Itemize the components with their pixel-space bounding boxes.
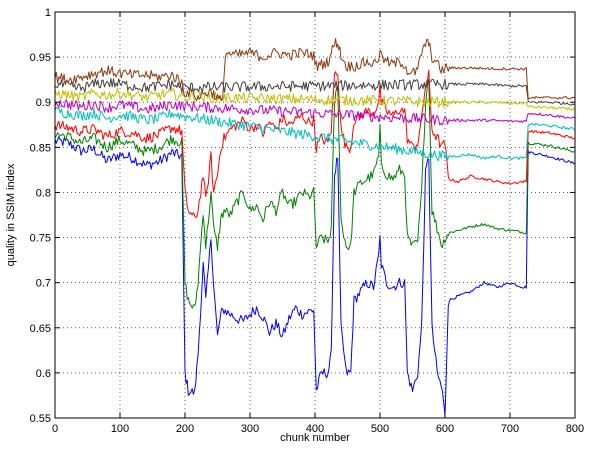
x-axis-label: chunk number — [280, 432, 350, 444]
y-tick-label: 0.75 — [30, 233, 51, 245]
grid-lines — [55, 12, 575, 418]
x-tick-label: 100 — [111, 423, 129, 435]
series-line — [54, 99, 576, 126]
y-tick-label: 0.6 — [36, 368, 51, 380]
axis-ticks — [54, 11, 576, 419]
y-tick-labels: 0.55 0.6 0.65 0.7 0.75 0.8 0.85 0.9 0.95 1 — [30, 7, 51, 425]
x-tick-label: 0 — [52, 423, 58, 435]
y-tick-label: 1 — [45, 7, 51, 19]
x-tick-labels: 0 100 200 300 400 500 600 700 800 — [52, 423, 584, 435]
y-tick-label: 0.8 — [36, 187, 51, 199]
series-layer — [54, 38, 576, 417]
x-tick-label: 300 — [241, 423, 259, 435]
series-line — [54, 38, 576, 101]
y-tick-label: 0.55 — [30, 413, 51, 425]
y-tick-label: 0.7 — [36, 278, 51, 290]
y-tick-label: 0.9 — [36, 97, 51, 109]
y-tick-label: 0.85 — [30, 142, 51, 154]
x-tick-label: 500 — [371, 423, 389, 435]
y-tick-label: 0.95 — [30, 52, 51, 64]
series-line — [54, 106, 576, 162]
x-tick-label: 400 — [306, 423, 324, 435]
x-tick-label: 700 — [501, 423, 519, 435]
series-line — [54, 69, 576, 218]
y-axis-label: quality in SSIM index — [5, 163, 17, 266]
y-tick-label: 0.65 — [30, 323, 51, 335]
series-line — [54, 79, 576, 309]
x-tick-label: 600 — [436, 423, 454, 435]
series-line — [54, 135, 576, 417]
x-tick-label: 800 — [566, 423, 584, 435]
x-tick-label: 200 — [176, 423, 194, 435]
series-line — [54, 78, 576, 106]
series-line — [54, 87, 576, 112]
